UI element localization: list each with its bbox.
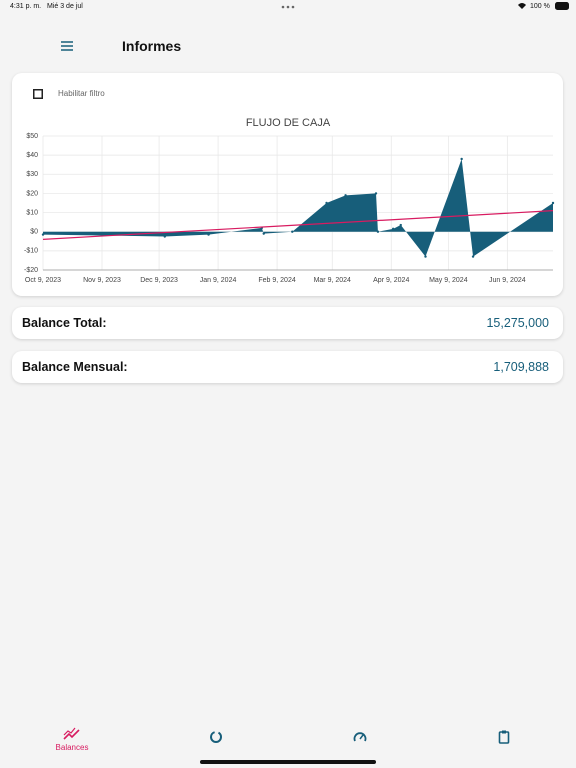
balance-value: 15,275,000 (486, 316, 549, 330)
point (163, 235, 166, 238)
x-tick-label: Feb 9, 2024 (258, 277, 295, 284)
x-tick-label: May 9, 2024 (429, 277, 468, 284)
menu-button[interactable] (60, 40, 74, 52)
point (325, 201, 328, 205)
point (262, 232, 265, 235)
point (424, 255, 427, 258)
nav-label: Balances (55, 743, 89, 752)
trend-line (42, 210, 554, 240)
x-tick-label: Apr 9, 2024 (373, 277, 409, 284)
x-tick-label: Nov 9, 2023 (83, 277, 121, 284)
home-indicator (200, 760, 376, 764)
area (43, 158, 553, 257)
y-tick-label: $40 (26, 152, 38, 159)
balance-label: Balance Total: (22, 316, 107, 330)
x-tick-label: Dec 9, 2023 (140, 277, 178, 284)
y-tick-label: -$10 (24, 248, 38, 255)
x-tick-label: Jun 9, 2024 (489, 277, 526, 284)
x-tick-label: Oct 9, 2023 (25, 277, 61, 284)
balance-value: 1,709,888 (493, 360, 549, 374)
bottom-nav: Balances (0, 720, 576, 768)
point (374, 192, 378, 195)
nav-gauge[interactable] (353, 730, 367, 744)
chart: FLUJO DE CAJA $50 $40 $30 $20 $10 $0 -$10 -$20 O… (24, 117, 555, 284)
battery-icon (555, 2, 569, 10)
page-title: Informes (122, 38, 182, 54)
nav-clipboard[interactable] (497, 730, 511, 744)
chart-title: FLUJO DE CAJA (246, 117, 331, 129)
point (551, 201, 555, 205)
nav-chart[interactable] (209, 730, 223, 744)
point (399, 223, 402, 227)
dots (281, 5, 295, 9)
nav-balances[interactable] (63, 727, 81, 741)
wifi (518, 3, 526, 9)
x-tick-label: Mar 9, 2024 (314, 277, 351, 284)
balance-card: Balance Total: 15,275,000 (12, 307, 563, 339)
y-tick-label: $50 (26, 133, 38, 140)
point (460, 157, 463, 161)
y-tick-label: $10 (26, 209, 38, 216)
balance-card: Balance Mensual: 1,709,888 (12, 351, 563, 383)
y-tick-label: $30 (26, 171, 38, 178)
y-tick-label: $0 (30, 229, 38, 236)
y-tick-label: -$20 (24, 267, 38, 274)
filter-checkbox[interactable] (33, 89, 43, 99)
status-bar: 4:31 p. m. Mié 3 de jul 100 % (0, 0, 576, 14)
y-tick-label: $20 (26, 190, 38, 197)
point (41, 233, 45, 236)
point (344, 194, 347, 197)
battery: 100 % (530, 3, 550, 10)
point (376, 230, 380, 233)
chart-card: Habilitar filtro (12, 73, 563, 296)
point (471, 255, 475, 258)
filter-label: Habilitar filtro (58, 89, 105, 98)
balance-label: Balance Mensual: (22, 360, 128, 374)
point (391, 227, 395, 231)
point (291, 230, 294, 233)
time: 4:31 p. m. (10, 3, 42, 10)
point (207, 233, 210, 236)
x-tick-label: Jan 9, 2024 (200, 277, 237, 284)
date: Mié 3 de jul (47, 3, 83, 10)
